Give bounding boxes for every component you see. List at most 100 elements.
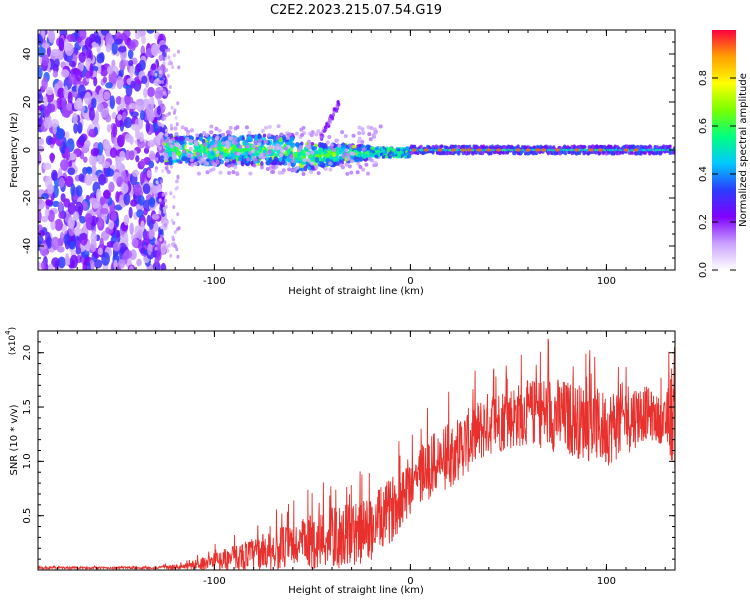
halo-blob [259,165,264,170]
halo-blob [280,170,285,175]
noise-blob [155,180,159,185]
halo-blob [217,128,222,133]
noise-blob [79,215,87,224]
halo-blob [233,136,238,141]
noise-blob [161,169,165,173]
halo-blob [275,143,280,148]
halo-blob [335,138,340,143]
noise-blob [102,76,108,84]
halo-blob [346,153,351,158]
halo-blob [299,145,303,150]
colorbar-ticks: 0.0 0.2 0.4 0.6 0.8 [698,70,736,278]
noise-blob [154,157,158,162]
line-blob [403,152,407,156]
y-tick-label: 0.5 [22,508,33,524]
peak-blob [623,148,629,152]
noise-blob [169,164,173,169]
halo-blob [328,161,333,166]
noise-blob [43,119,53,129]
noise-blob [89,197,98,205]
spectrogram-ticks: -100 0 100 -40 -20 0 20 40 [22,30,675,287]
halo-blob [164,152,168,157]
x-tick-label: -100 [203,576,226,587]
noise-blob [111,41,118,55]
halo-blob [327,135,332,139]
noise-blob [110,211,117,222]
band-blob [331,152,337,158]
noise-blob [61,96,67,110]
noise-blob [137,228,143,240]
noise-blob [75,185,83,197]
noise-blob [95,94,101,103]
noise-blob [41,54,50,67]
noise-blob [176,175,180,180]
halo-blob [174,131,179,136]
halo-blob [169,144,174,149]
halo-blob [253,158,258,163]
peak-blob [574,148,580,152]
noise-blob [38,209,42,224]
line-blob [578,151,582,155]
halo-blob [373,160,378,165]
halo-blob [355,170,360,175]
halo-blob [347,164,352,169]
noise-blob [162,61,166,66]
noise-blob [99,196,106,205]
noise-blob [129,136,134,145]
noise-blob [84,92,92,105]
noise-blob [163,240,167,245]
noise-blob [88,106,95,121]
line-blob [457,152,461,156]
halo-blob [166,169,171,174]
band-blob [340,147,347,153]
noise-blob [174,115,178,120]
halo-blob [360,139,365,144]
halo-blob [361,131,366,135]
peak-blob [535,148,541,152]
peak-blob [496,148,501,152]
line-blob [612,151,616,156]
halo-blob [198,159,203,164]
noise-blob [86,167,93,175]
line-blob [532,145,537,149]
line-blob [440,144,444,149]
noise-blob [177,49,180,54]
noise-blob [45,199,54,206]
noise-blob [130,111,139,118]
noise-blob [52,122,57,135]
noise-blob [139,110,146,121]
halo-blob [306,151,311,156]
noise-blob [50,137,57,145]
noise-blob [63,233,71,246]
halo-blob [215,159,220,164]
halo-blob [190,163,195,167]
line-blob [396,152,400,156]
noise-blob [65,253,70,267]
noise-blob [67,216,75,229]
halo-blob [215,149,220,154]
band-blob [273,156,279,162]
noise-blob [129,265,134,270]
noise-blob [50,219,56,231]
figure-title: C2E2.2023.215.07.54.G19 [270,3,442,18]
noise-blob [157,121,161,126]
noise-blob [60,69,70,78]
noise-blob [91,97,97,109]
band-blob [327,150,333,156]
noise-blob [103,190,111,199]
branch-blob [327,118,331,123]
noise-blob [76,240,81,249]
noise-blob [85,70,91,79]
noise-blob [123,116,133,129]
band-blob [295,142,299,148]
halo-blob [204,133,209,138]
noise-blob [167,55,171,60]
noise-blob [142,183,151,195]
noise-blob [160,262,167,270]
noise-blob [158,54,164,62]
halo-blob [236,151,241,156]
halo-blob [368,137,373,142]
branch-blob [322,128,327,133]
noise-blob [141,75,148,85]
